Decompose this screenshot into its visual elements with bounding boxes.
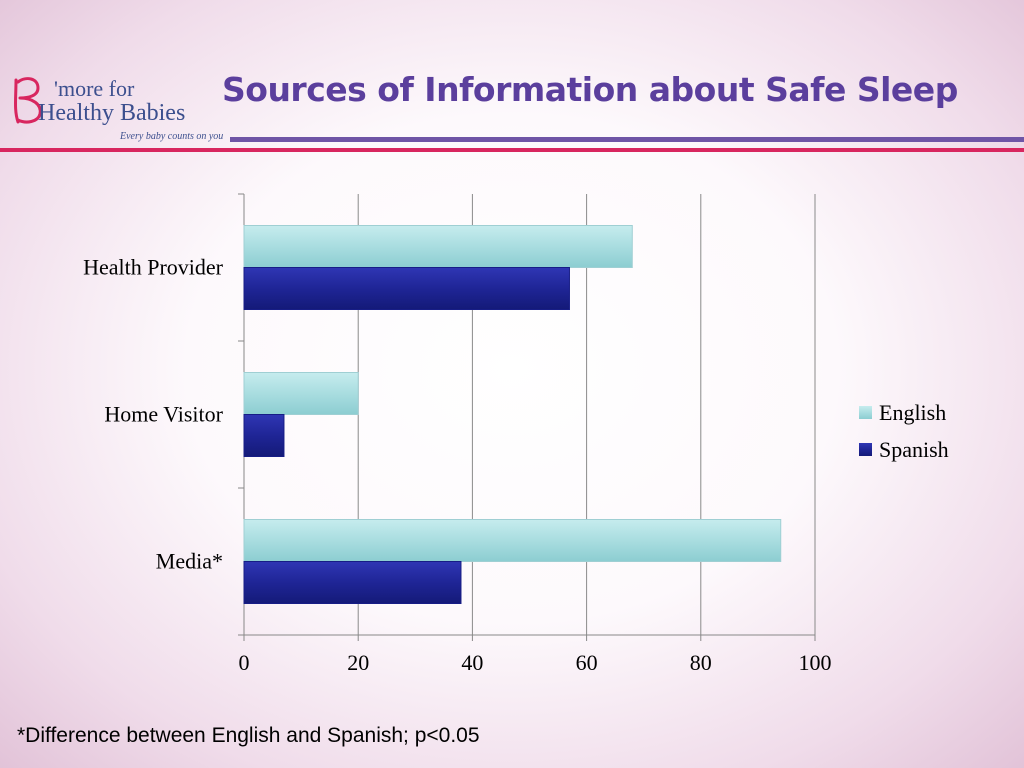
x-tick-label: 80 bbox=[690, 650, 712, 675]
legend-label: Spanish bbox=[879, 437, 949, 462]
x-tick-label: 60 bbox=[576, 650, 598, 675]
footnote: *Difference between English and Spanish;… bbox=[17, 724, 480, 747]
logo-tagline: Every baby counts on you bbox=[120, 131, 224, 142]
category-label: Home Visitor bbox=[104, 402, 223, 427]
bar-english bbox=[243, 519, 782, 562]
legend-swatch bbox=[859, 406, 872, 419]
logo-text-line2: Healthy Babies bbox=[38, 100, 186, 126]
bar-spanish bbox=[243, 561, 462, 604]
logo: 'more for Healthy Babies Every baby coun… bbox=[8, 70, 238, 150]
x-tick-label: 20 bbox=[347, 650, 369, 675]
page-title: Sources of Information about Safe Sleep bbox=[222, 70, 958, 109]
heart-icon bbox=[14, 77, 42, 124]
x-tick-label: 100 bbox=[799, 650, 832, 675]
legend-swatch bbox=[859, 443, 872, 456]
bar-english bbox=[243, 225, 633, 268]
x-tick-label: 0 bbox=[239, 650, 250, 675]
title-divider bbox=[230, 137, 1024, 142]
category-label: Health Provider bbox=[83, 255, 224, 280]
category-label: Media* bbox=[156, 549, 223, 574]
header-divider bbox=[0, 148, 1024, 152]
bar-spanish bbox=[243, 267, 570, 310]
bar-spanish bbox=[243, 414, 285, 457]
x-tick-label: 40 bbox=[461, 650, 483, 675]
legend-label: English bbox=[879, 400, 946, 425]
bar-english bbox=[243, 372, 359, 415]
logo-text-line1: 'more for bbox=[54, 76, 135, 101]
